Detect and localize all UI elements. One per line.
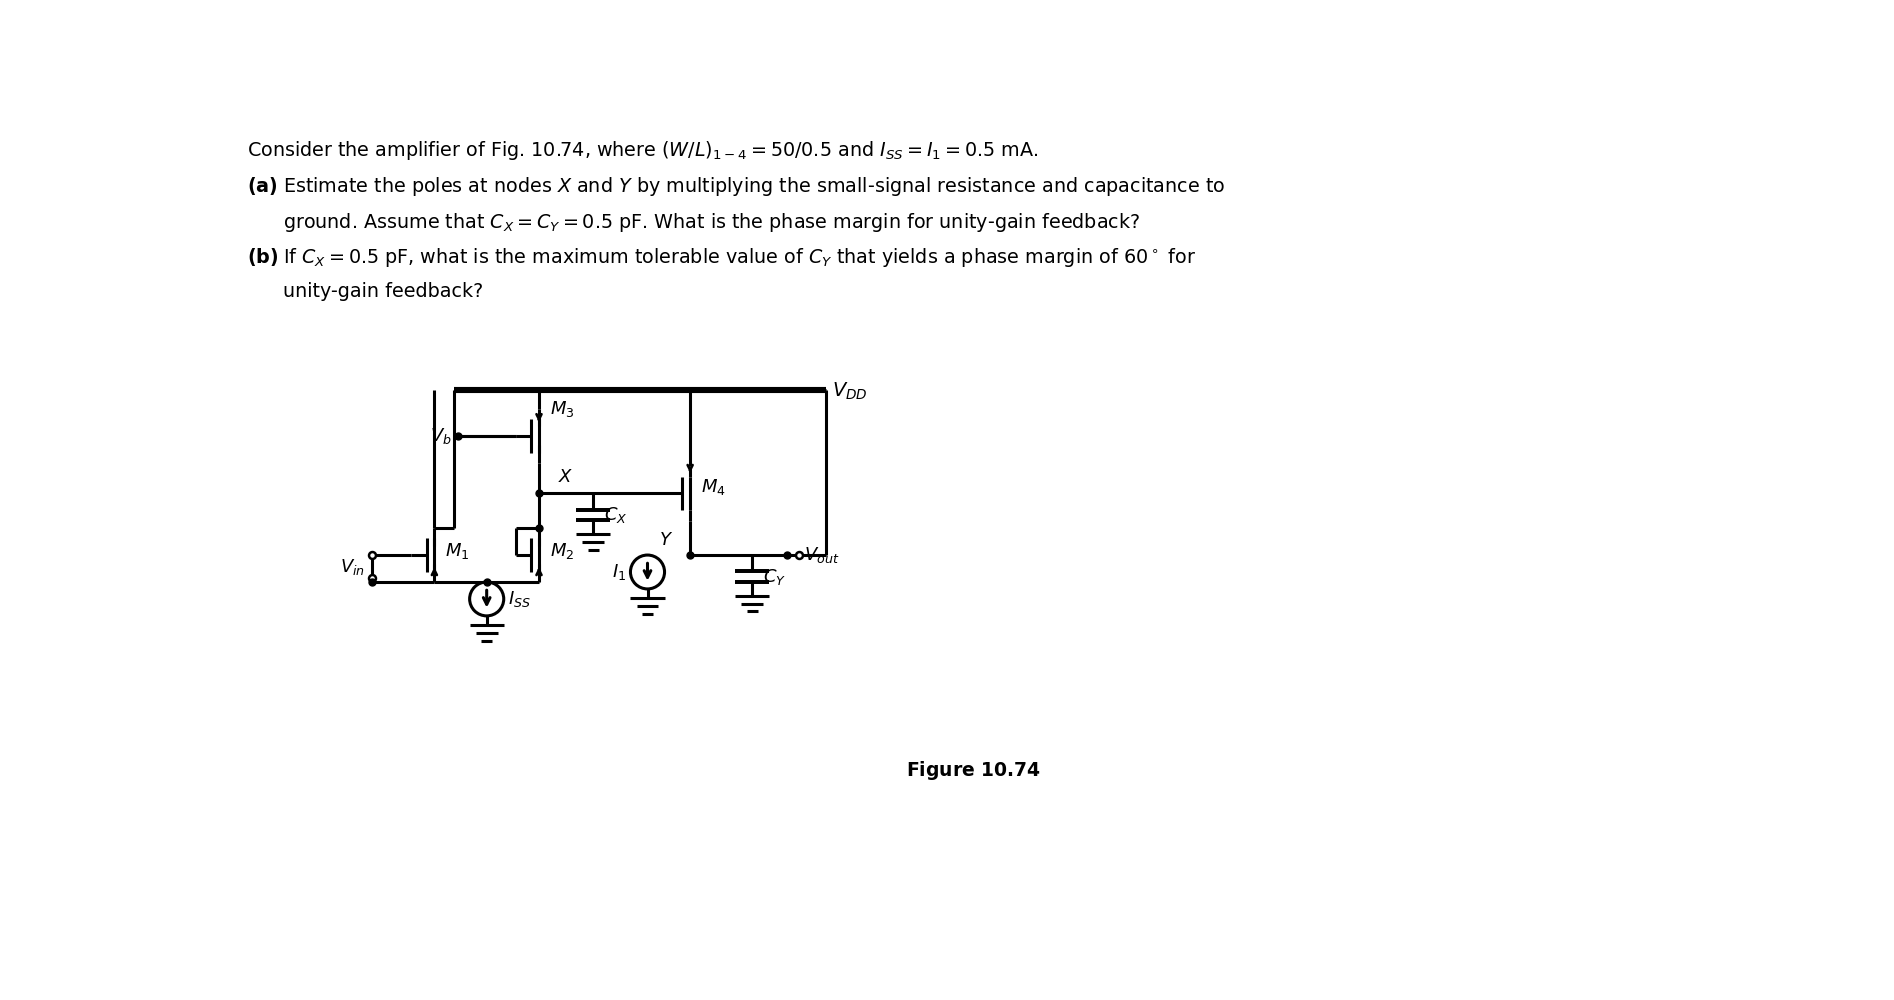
Text: $Y$: $Y$ xyxy=(659,531,672,549)
Text: $\mathbf{(b)}$: $\mathbf{(b)}$ xyxy=(246,246,278,268)
Text: $M_4$: $M_4$ xyxy=(701,477,725,497)
Text: $\mathbf{Figure\ 10.74}$: $\mathbf{Figure\ 10.74}$ xyxy=(905,759,1040,782)
Text: $V_{DD}$: $V_{DD}$ xyxy=(831,380,867,402)
Text: $V_{in}$: $V_{in}$ xyxy=(339,557,366,577)
Text: If $C_X = 0.5$ pF, what is the maximum tolerable value of $C_Y$ that yields a ph: If $C_X = 0.5$ pF, what is the maximum t… xyxy=(284,246,1197,269)
Text: unity-gain feedback?: unity-gain feedback? xyxy=(284,282,483,301)
Text: $I_1$: $I_1$ xyxy=(612,562,625,582)
Text: Consider the amplifier of Fig. 10.74, where $(W/L)_{1-4} = 50/0.5$ and $I_{SS} =: Consider the amplifier of Fig. 10.74, wh… xyxy=(246,139,1038,162)
Text: $V_{out}$: $V_{out}$ xyxy=(805,545,839,565)
Text: $C_Y$: $C_Y$ xyxy=(763,567,786,587)
Text: Estimate the poles at nodes $X$ and $Y$ by multiplying the small-signal resistan: Estimate the poles at nodes $X$ and $Y$ … xyxy=(284,175,1225,198)
Text: $X$: $X$ xyxy=(559,468,574,486)
Text: $V_b$: $V_b$ xyxy=(430,426,451,446)
Text: $C_X$: $C_X$ xyxy=(604,505,627,525)
Text: ground. Assume that $C_X = C_Y = 0.5$ pF. What is the phase margin for unity-gai: ground. Assume that $C_X = C_Y = 0.5$ pF… xyxy=(284,211,1140,234)
Text: $M_2$: $M_2$ xyxy=(549,541,574,561)
Text: $M_3$: $M_3$ xyxy=(549,399,574,419)
Text: $\mathbf{(a)}$: $\mathbf{(a)}$ xyxy=(246,175,278,197)
Text: $M_1$: $M_1$ xyxy=(445,541,470,561)
Text: $I_{SS}$: $I_{SS}$ xyxy=(508,589,532,609)
